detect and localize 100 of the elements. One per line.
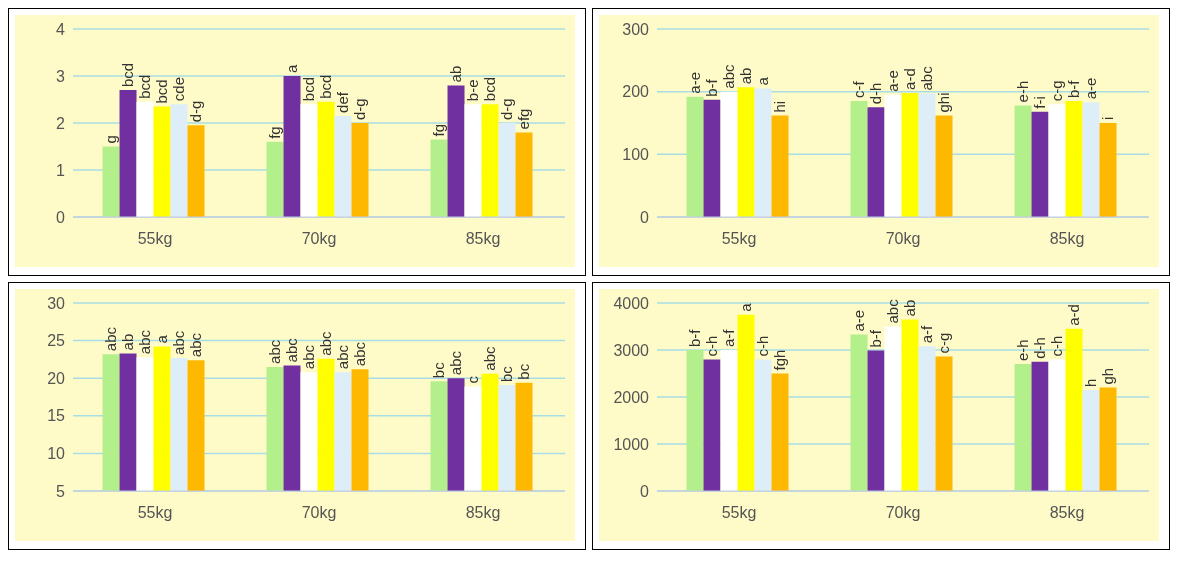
- y-tick-label: 20: [47, 369, 66, 387]
- data-label: b-f: [686, 328, 704, 347]
- x-tick-label: 70kg: [885, 504, 921, 522]
- data-label: a-e: [1082, 77, 1100, 100]
- x-tick-label: 55kg: [137, 230, 173, 248]
- bar: [153, 106, 171, 217]
- data-label: cde: [170, 77, 188, 102]
- data-label: b-f: [703, 78, 721, 97]
- y-tick-label: 2: [56, 114, 66, 132]
- bar: [771, 115, 789, 217]
- data-label: abc: [334, 344, 352, 370]
- bar: [300, 104, 318, 217]
- y-tick-label: 0: [640, 208, 650, 226]
- x-tick-label: 85kg: [1049, 504, 1085, 522]
- data-label: a-e: [686, 71, 704, 94]
- data-label: d-g: [187, 100, 205, 123]
- data-label: a-e: [850, 309, 868, 332]
- bar: [1099, 123, 1117, 217]
- bar: [1065, 101, 1083, 217]
- bar: [515, 132, 533, 217]
- y-tick-label: 4: [56, 20, 66, 38]
- data-label: abc: [317, 330, 335, 356]
- data-label: gh: [1099, 367, 1117, 385]
- data-label: c-g: [935, 332, 953, 354]
- bar: [498, 123, 516, 217]
- bar: [737, 314, 755, 491]
- bar: [703, 359, 721, 491]
- x-tick-label: 55kg: [137, 504, 173, 522]
- bar: [481, 104, 499, 217]
- y-tick-label: 2000: [613, 388, 650, 406]
- data-label: a-e: [884, 70, 902, 92]
- data-label: a: [153, 334, 171, 344]
- bar: [430, 139, 448, 217]
- bar: [1048, 359, 1066, 491]
- data-label: abc: [283, 337, 301, 363]
- bar: [884, 94, 902, 217]
- bar: [1082, 102, 1100, 217]
- data-label: c-g: [1048, 80, 1066, 102]
- bar: [754, 88, 772, 217]
- data-label: bcd: [317, 74, 335, 99]
- data-label: b-f: [867, 329, 885, 348]
- bar: [918, 346, 936, 491]
- data-label: fgh: [771, 349, 789, 371]
- bar: [737, 87, 755, 217]
- data-label: e-h: [1014, 339, 1032, 362]
- y-tick-label: 5: [56, 482, 66, 500]
- y-tick-label: 0: [640, 482, 650, 500]
- x-tick-label: 55kg: [721, 230, 757, 248]
- bar: [703, 99, 721, 217]
- data-label: bcd: [481, 77, 499, 102]
- data-label: e-h: [1014, 80, 1032, 103]
- bar: [266, 141, 284, 217]
- y-tick-label: 3000: [613, 341, 650, 359]
- data-label: h: [1082, 378, 1100, 387]
- data-label: hi: [771, 100, 789, 113]
- data-label: ghi: [935, 92, 953, 113]
- bar: [464, 104, 482, 217]
- y-tick-label: 15: [47, 407, 66, 425]
- bar: [935, 356, 953, 491]
- y-tick-label: 3: [56, 67, 66, 85]
- x-tick-label: 85kg: [1049, 230, 1085, 248]
- x-tick-label: 85kg: [465, 230, 501, 248]
- y-tick-label: 100: [622, 146, 650, 164]
- data-label: abc: [481, 346, 499, 371]
- bar: [1099, 387, 1117, 491]
- data-label: fg: [430, 123, 448, 137]
- x-tick-label: 70kg: [885, 230, 921, 248]
- data-label: c-h: [703, 335, 721, 357]
- data-label: abc: [300, 344, 318, 370]
- data-label: bcd: [300, 77, 318, 102]
- data-label: ab: [447, 65, 465, 83]
- data-label: d-g: [351, 98, 369, 120]
- data-label: abc: [187, 332, 205, 358]
- x-tick-label: 70kg: [301, 230, 337, 248]
- data-label: a-f: [720, 328, 738, 347]
- data-label: d-h: [867, 82, 885, 105]
- bar: [771, 373, 789, 491]
- bar: [1065, 328, 1083, 491]
- bar: [720, 350, 738, 491]
- data-label: a: [737, 302, 755, 312]
- data-label: bc: [430, 361, 448, 379]
- data-label: c-h: [754, 335, 772, 357]
- data-label: abc: [447, 350, 465, 376]
- bar: [867, 107, 885, 217]
- bar: [334, 115, 352, 217]
- bar: [283, 76, 301, 217]
- data-label: g: [102, 135, 120, 144]
- bar: [1031, 111, 1049, 217]
- bar: [850, 334, 868, 491]
- data-label: b-f: [1065, 79, 1083, 99]
- bar: [901, 319, 919, 491]
- data-label: d-h: [1031, 337, 1049, 359]
- bar: [720, 91, 738, 217]
- data-label: bc: [515, 363, 533, 380]
- data-label: a: [754, 76, 772, 86]
- y-tick-label: 300: [622, 20, 650, 38]
- bar: [447, 85, 465, 217]
- y-tick-label: 4000: [613, 294, 650, 312]
- bar: [1014, 364, 1032, 491]
- data-label: b-e: [464, 79, 482, 102]
